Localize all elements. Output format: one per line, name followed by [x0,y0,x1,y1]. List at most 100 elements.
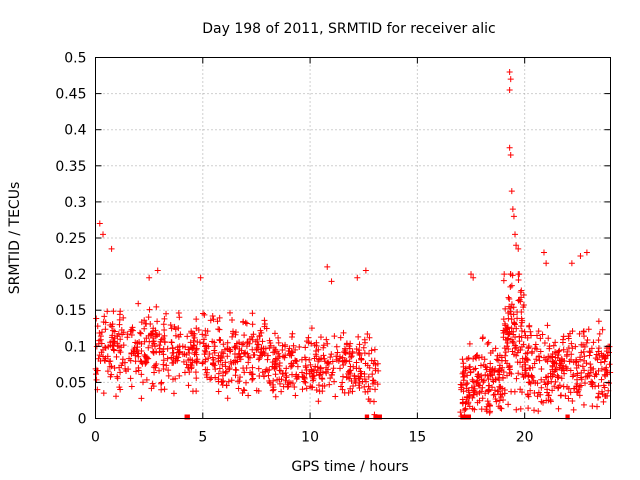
data-point [106,363,113,370]
data-point [500,277,507,284]
data-point [361,376,368,383]
data-point [346,351,353,358]
data-point [365,373,372,380]
data-point [113,393,120,400]
data-point [502,349,509,356]
data-point [201,336,208,343]
data-point [156,367,163,374]
data-point [328,371,335,378]
data-point [546,343,553,350]
data-point [581,333,588,340]
data-point [164,355,171,362]
data-point [527,387,534,394]
data-point [464,380,471,387]
data-point [161,386,168,393]
data-point [364,331,371,338]
data-point [531,407,538,414]
data-point [289,380,296,387]
data-point [309,373,316,380]
data-point [544,389,551,396]
data-point [489,347,496,354]
data-point [569,328,576,335]
data-point [604,352,611,359]
data-point [163,310,170,317]
data-point [460,369,467,376]
data-point [506,68,513,75]
data-point [200,340,207,347]
data-point [143,376,150,383]
data-point [132,352,139,359]
data-point [514,315,521,322]
data-point [508,336,515,343]
data-point [474,399,481,406]
data-point [301,354,308,361]
data-point [187,339,194,346]
data-point [507,76,514,83]
data-point [227,358,234,365]
data-point [323,364,330,371]
data-point [360,344,367,351]
data-point [501,387,508,394]
data-point [365,396,372,403]
data-point [532,341,539,348]
data-point [474,377,481,384]
data-point [544,322,551,329]
data-point [207,376,214,383]
data-point [169,344,176,351]
data-point [531,360,538,367]
data-point [362,267,369,274]
data-point [362,360,369,367]
data-point [292,346,299,353]
data-point [330,365,337,372]
data-point [504,336,511,343]
data-point [508,311,515,318]
data-point [532,379,539,386]
data-point [513,406,520,413]
data-point [165,372,172,379]
data-point [321,382,328,389]
data-point [350,363,357,370]
data-point [333,343,340,350]
data-point [538,366,545,373]
data-point [173,355,180,362]
gap-marker [184,414,190,420]
data-point [526,365,533,372]
data-point [532,345,539,352]
data-point [193,388,200,395]
data-point [572,359,579,366]
data-point [249,346,256,353]
data-point [496,362,503,369]
x-tick-label: 10 [301,430,319,446]
data-point [211,343,218,350]
data-point [100,231,107,238]
data-point [570,371,577,378]
data-point [510,304,517,311]
data-point [242,319,249,326]
data-point [172,332,179,339]
data-point [550,359,557,366]
y-tick-label: 0.4 [64,123,86,139]
data-point [249,310,256,317]
data-point [566,358,573,365]
data-point [316,372,323,379]
data-point [594,403,601,410]
data-point [266,379,273,386]
data-point [145,314,152,321]
data-point [152,327,159,334]
data-point [528,332,535,339]
data-point [276,359,283,366]
data-point [504,372,511,379]
data-point [347,385,354,392]
data-point [512,231,519,238]
data-point [147,320,154,327]
gap-marker [460,414,472,420]
x-tick-label: 15 [408,430,426,446]
data-point [234,354,241,361]
data-point [514,349,521,356]
data-point [584,336,591,343]
data-point [274,376,281,383]
data-point [590,339,597,346]
data-point [513,242,520,249]
gap-markers [184,414,570,420]
data-point [341,349,348,356]
